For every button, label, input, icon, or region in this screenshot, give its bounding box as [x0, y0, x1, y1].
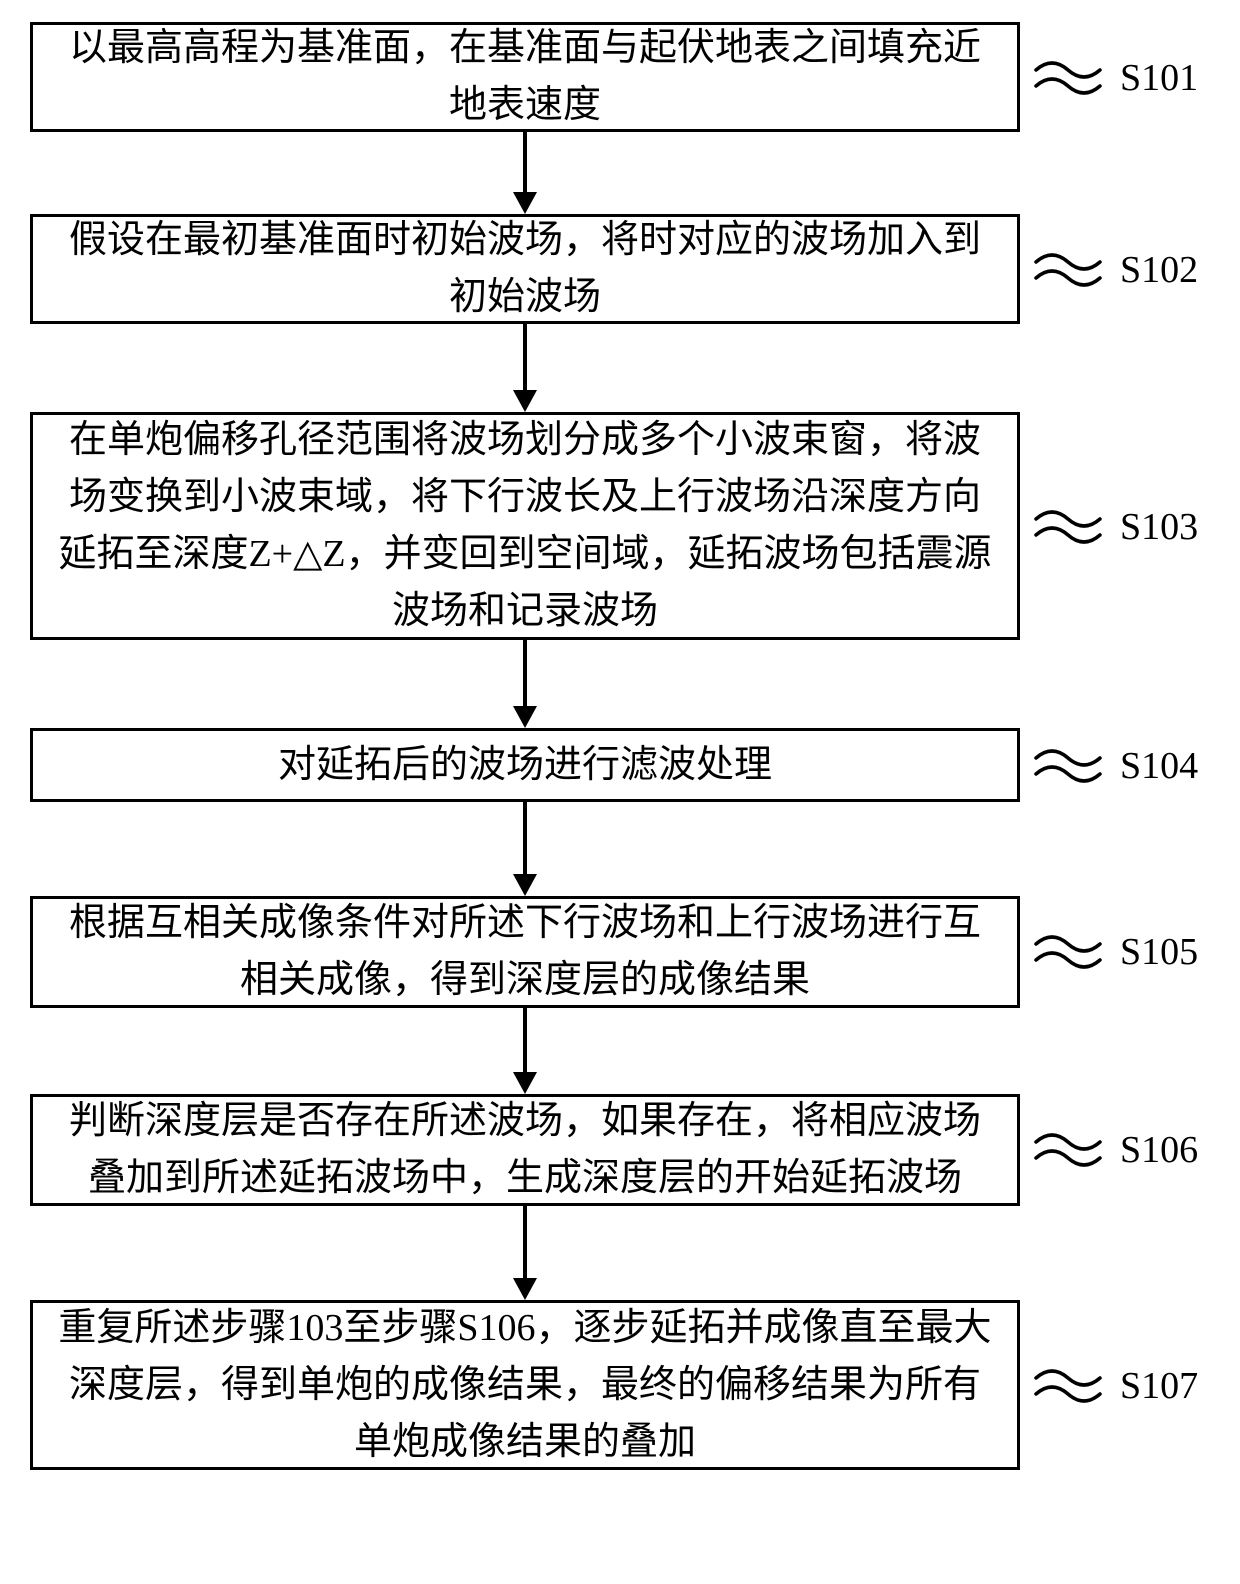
flow-step-text: 以最高高程为基准面，在基准面与起伏地表之间填充近地表速度 — [53, 20, 997, 134]
flow-step-box: 假设在最初基准面时初始波场，将时对应的波场加入到初始波场 — [30, 214, 1020, 324]
flow-arrow-line — [523, 1008, 527, 1072]
flow-step-box: 对延拓后的波场进行滤波处理 — [30, 728, 1020, 802]
flow-arrow-head-icon — [513, 1278, 537, 1300]
flow-step-label: S103 — [1120, 505, 1198, 549]
flow-step-text: 假设在最初基准面时初始波场，将时对应的波场加入到初始波场 — [53, 212, 997, 326]
tilde-connector-icon — [1034, 58, 1094, 98]
flow-arrow-line — [523, 1206, 527, 1278]
flow-step-text: 判断深度层是否存在所述波场，如果存在，将相应波场叠加到所述延拓波场中，生成深度层… — [53, 1093, 997, 1207]
flow-step-box: 在单炮偏移孔径范围将波场划分成多个小波束窗，将波场变换到小波束域，将下行波长及上… — [30, 412, 1020, 640]
tilde-connector-icon — [1034, 250, 1094, 290]
flow-step-box: 判断深度层是否存在所述波场，如果存在，将相应波场叠加到所述延拓波场中，生成深度层… — [30, 1094, 1020, 1206]
flow-step-box: 重复所述步骤103至步骤S106，逐步延拓并成像直至最大深度层，得到单炮的成像结… — [30, 1300, 1020, 1470]
flow-step-label: S105 — [1120, 930, 1198, 974]
tilde-connector-icon — [1034, 507, 1094, 547]
flow-arrow-line — [523, 324, 527, 390]
flow-step-text: 根据互相关成像条件对所述下行波场和上行波场进行互相关成像，得到深度层的成像结果 — [53, 895, 997, 1009]
tilde-connector-icon — [1034, 932, 1094, 972]
flow-step-text: 在单炮偏移孔径范围将波场划分成多个小波束窗，将波场变换到小波束域，将下行波长及上… — [53, 412, 997, 640]
flow-step-label: S107 — [1120, 1364, 1198, 1408]
flow-step-text: 对延拓后的波场进行滤波处理 — [278, 737, 772, 794]
flow-step-label: S101 — [1120, 56, 1198, 100]
flow-arrow-head-icon — [513, 390, 537, 412]
flow-arrow-head-icon — [513, 706, 537, 728]
flow-step-text: 重复所述步骤103至步骤S106，逐步延拓并成像直至最大深度层，得到单炮的成像结… — [53, 1300, 997, 1471]
flow-step-label: S104 — [1120, 744, 1198, 788]
flow-arrow-line — [523, 802, 527, 874]
tilde-connector-icon — [1034, 1366, 1094, 1406]
flow-arrow-line — [523, 640, 527, 706]
flow-step-box: 根据互相关成像条件对所述下行波场和上行波场进行互相关成像，得到深度层的成像结果 — [30, 896, 1020, 1008]
flow-step-box: 以最高高程为基准面，在基准面与起伏地表之间填充近地表速度 — [30, 22, 1020, 132]
flow-arrow-head-icon — [513, 1072, 537, 1094]
flow-step-label: S102 — [1120, 248, 1198, 292]
flow-arrow-head-icon — [513, 874, 537, 896]
tilde-connector-icon — [1034, 746, 1094, 786]
flow-step-label: S106 — [1120, 1128, 1198, 1172]
flow-arrow-line — [523, 132, 527, 192]
flow-arrow-head-icon — [513, 192, 537, 214]
tilde-connector-icon — [1034, 1130, 1094, 1170]
